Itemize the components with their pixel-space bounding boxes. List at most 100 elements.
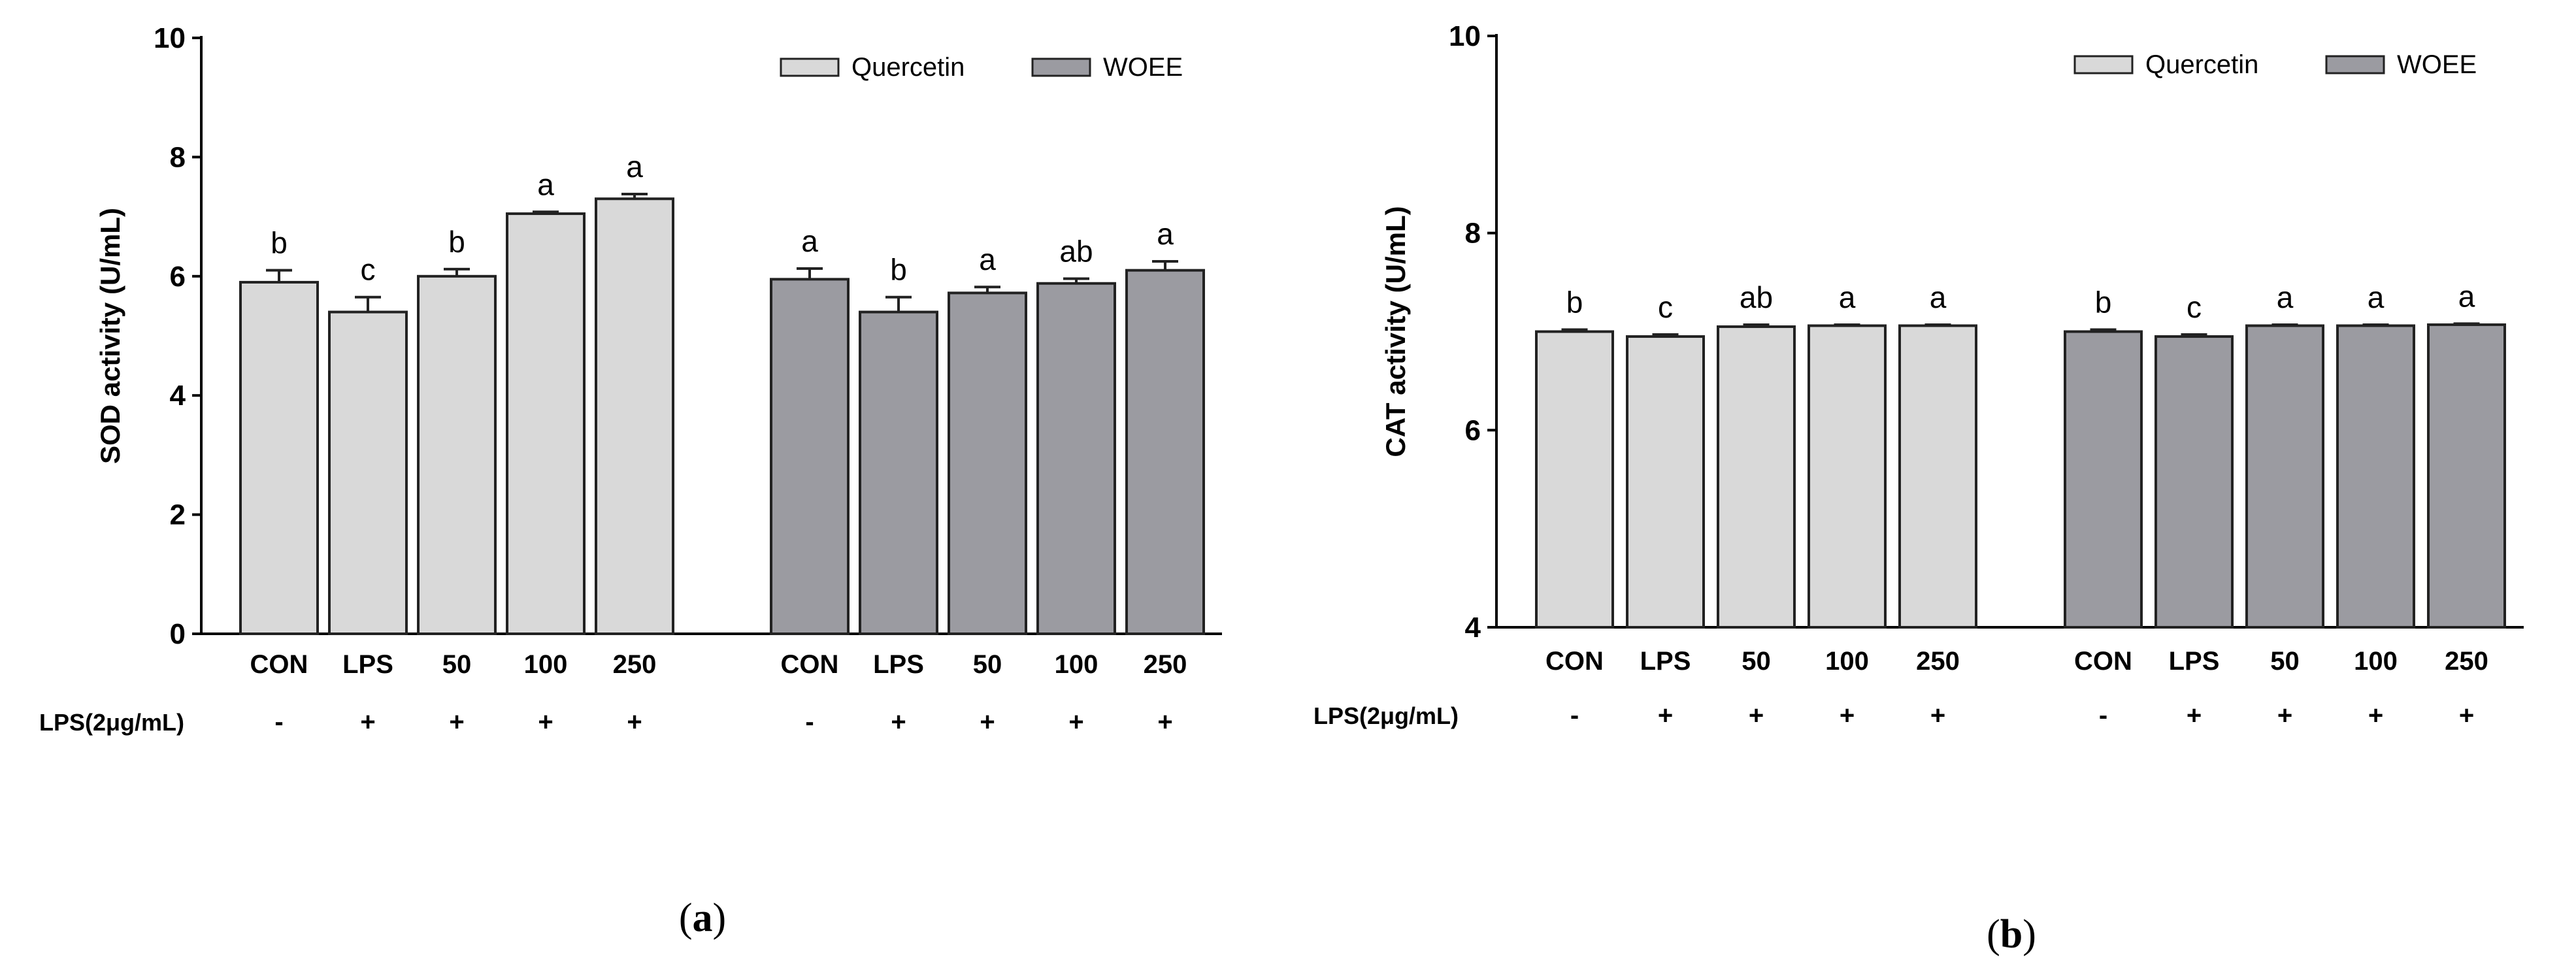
legend-label: WOEE	[1103, 53, 1183, 82]
lps-row-label: LPS(2μg/mL)	[39, 709, 184, 736]
lps-treatment-mark: -	[274, 708, 283, 736]
lps-treatment-mark: +	[1157, 708, 1172, 736]
lps-treatment-mark: +	[1930, 701, 1945, 730]
significance-label: a	[2368, 280, 2385, 314]
x-category-label: 100	[2354, 647, 2398, 676]
lps-treatment-mark: +	[1840, 701, 1855, 730]
x-category-label: 50	[1742, 647, 1771, 676]
lps-treatment-mark: +	[2368, 701, 2383, 730]
significance-label: b	[890, 253, 907, 287]
y-tick-label: 10	[154, 22, 186, 54]
y-tick-label: 4	[170, 380, 186, 412]
lps-treatment-mark: +	[1658, 701, 1673, 730]
significance-label: ab	[1740, 280, 1773, 314]
x-category-label: CON	[1545, 647, 1604, 676]
lps-treatment-mark: +	[1749, 701, 1764, 730]
panel-a-chart: 0 2 4 6 8 10 SOD activity (U/mL) b CON - c LPS + b 50 +…	[39, 22, 1222, 736]
y-axis-title: SOD activity (U/mL)	[95, 208, 125, 464]
x-category-label: 100	[1055, 650, 1098, 679]
significance-label: c	[361, 253, 376, 287]
lps-treatment-mark: +	[2277, 701, 2292, 730]
significance-label: c	[2187, 290, 2202, 324]
lps-treatment-mark: -	[2099, 701, 2107, 730]
lps-treatment-mark: +	[891, 708, 906, 736]
legend-swatch	[2325, 55, 2385, 74]
significance-label: a	[2458, 279, 2475, 313]
legend-swatch	[1031, 57, 1091, 77]
bar	[2155, 335, 2234, 629]
x-category-label: 50	[2270, 647, 2300, 676]
bar	[770, 278, 850, 635]
y-tick-label: 4	[1465, 612, 1481, 644]
y-tick-label: 10	[1449, 20, 1481, 52]
significance-label: a	[1930, 280, 1947, 314]
lps-treatment-mark: +	[2459, 701, 2474, 730]
x-category-label: CON	[2074, 647, 2132, 676]
y-tick-label: 2	[170, 499, 186, 531]
bar	[328, 310, 408, 635]
lps-treatment-mark: +	[2187, 701, 2202, 730]
x-category-label: 50	[973, 650, 1002, 679]
y-tick-label: 0	[170, 618, 186, 650]
bar	[2336, 324, 2415, 629]
significance-label: a	[979, 242, 996, 276]
legend-swatch	[780, 57, 840, 77]
legend-label: Quercetin	[2145, 50, 2258, 79]
significance-label: b	[448, 225, 465, 259]
y-tick-label: 6	[170, 261, 186, 293]
bar	[1535, 330, 1614, 629]
bar	[1125, 269, 1205, 635]
bar	[1036, 282, 1116, 635]
bar	[1898, 324, 1977, 629]
caption-b: (b)	[1987, 912, 2036, 957]
y-tick-label: 6	[1465, 414, 1481, 446]
lps-treatment-mark: +	[980, 708, 995, 736]
bar	[239, 280, 319, 636]
significance-label: a	[2277, 280, 2294, 314]
legend-swatch	[2073, 55, 2134, 74]
bar	[1808, 324, 1887, 629]
legend-label: WOEE	[2397, 50, 2477, 79]
bar	[2427, 323, 2506, 629]
significance-label: a	[626, 150, 643, 184]
lps-treatment-mark: +	[449, 708, 464, 736]
x-category-label: 250	[1144, 650, 1187, 679]
bar	[2064, 330, 2143, 629]
significance-label: b	[2095, 285, 2112, 319]
bar	[2245, 324, 2324, 629]
y-tick-label: 8	[170, 141, 186, 173]
bar	[506, 212, 586, 636]
x-category-label: CON	[250, 650, 308, 679]
x-category-label: LPS	[342, 650, 393, 679]
lps-treatment-mark: -	[1570, 701, 1579, 730]
legend-label: Quercetin	[851, 53, 965, 82]
bar	[595, 197, 674, 635]
x-category-label: CON	[781, 650, 839, 679]
x-category-label: 50	[442, 650, 472, 679]
lps-treatment-mark: +	[1068, 708, 1083, 736]
lps-treatment-mark: -	[805, 708, 814, 736]
x-category-label: LPS	[1640, 647, 1691, 676]
bar	[948, 291, 1027, 635]
x-category-label: 100	[524, 650, 568, 679]
x-category-label: 250	[2445, 647, 2488, 676]
lps-treatment-mark: +	[360, 708, 375, 736]
bar	[417, 274, 497, 635]
significance-label: a	[1839, 280, 1856, 314]
caption-a: (a)	[679, 896, 726, 940]
significance-label: b	[271, 226, 288, 260]
significance-label: c	[1658, 290, 1673, 324]
x-category-label: 100	[1825, 647, 1869, 676]
significance-label: a	[537, 167, 554, 201]
bar	[859, 310, 938, 635]
lps-treatment-mark: +	[538, 708, 553, 736]
significance-label: b	[1566, 285, 1583, 319]
lps-treatment-mark: +	[627, 708, 642, 736]
y-tick-label: 8	[1465, 218, 1481, 250]
x-category-label: 250	[613, 650, 657, 679]
significance-label: a	[801, 224, 818, 258]
x-category-label: LPS	[873, 650, 924, 679]
significance-label: a	[1157, 217, 1174, 251]
